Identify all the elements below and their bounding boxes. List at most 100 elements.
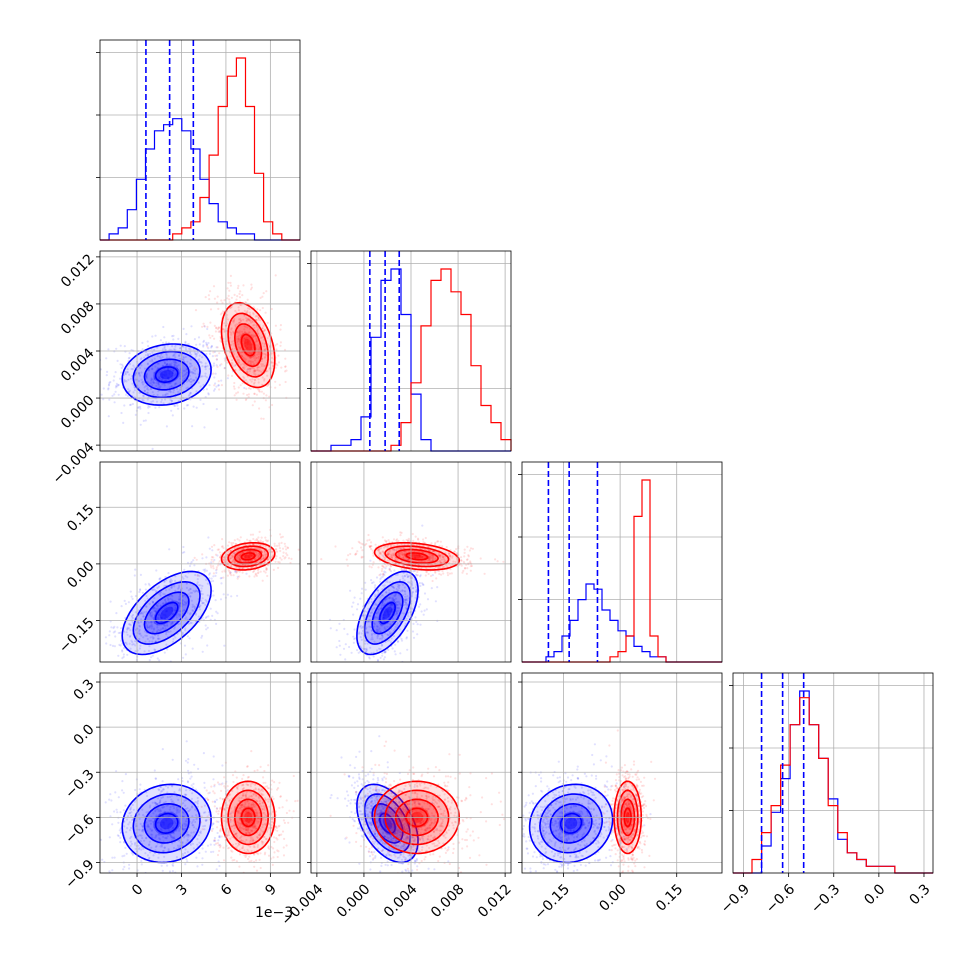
scatter-point (453, 550, 456, 553)
scatter-point (392, 586, 395, 589)
scatter-point (386, 625, 389, 628)
scatter-point (189, 352, 192, 355)
scatter-point (161, 821, 164, 824)
scatter-point (369, 559, 372, 562)
scatter-point (221, 310, 224, 313)
scatter-point (166, 804, 169, 807)
scatter-point (191, 792, 194, 795)
scatter-point (249, 360, 252, 363)
scatter-point (415, 590, 418, 594)
scatter-point (420, 610, 423, 613)
scatter-point (246, 371, 249, 374)
scatter-point (370, 611, 373, 614)
scatter-point (426, 598, 430, 601)
scatter-point (120, 411, 123, 415)
scatter-point (238, 554, 241, 558)
scatter-point (164, 627, 167, 630)
scatter-panel-2-1 (320, 524, 505, 662)
scatter-point (389, 610, 392, 613)
scatter-point (400, 568, 403, 571)
scatter-point (165, 633, 168, 636)
scatter-point (221, 570, 224, 573)
scatter-point (160, 616, 164, 620)
scatter-point (125, 631, 128, 634)
scatter-point (460, 556, 463, 559)
scatter-point (414, 556, 417, 559)
scatter-point (255, 356, 258, 359)
scatter-point (201, 847, 204, 850)
scatter-point (282, 555, 285, 558)
scatter-point (387, 610, 390, 613)
scatter-point (390, 585, 394, 588)
scatter-point (434, 557, 437, 561)
scatter-point (212, 389, 216, 392)
scatter-point (213, 376, 216, 379)
scatter-point (142, 847, 145, 850)
scatter-point (371, 581, 374, 585)
scatter-point (181, 603, 184, 606)
scatter-point (178, 615, 181, 618)
scatter-point (395, 610, 398, 613)
scatter-point (156, 586, 159, 590)
scatter-point (171, 622, 174, 625)
scatter-point (152, 812, 155, 815)
scatter-point (231, 555, 234, 558)
scatter-point (469, 569, 472, 572)
scatter-point (395, 609, 398, 612)
scatter-point (238, 554, 242, 557)
scatter-point (148, 584, 151, 587)
scatter-point (202, 574, 205, 577)
scatter-point (207, 392, 210, 395)
scatter-point (215, 571, 218, 575)
scatter-point (204, 616, 207, 620)
scatter-point (195, 406, 198, 409)
scatter-point (243, 342, 246, 345)
scatter-point (120, 371, 123, 374)
scatter-point (404, 595, 407, 598)
scatter-point (249, 553, 252, 557)
scatter-point (179, 844, 182, 847)
scatter-point (212, 822, 215, 826)
scatter-point (166, 376, 169, 380)
scatter-point (247, 557, 250, 560)
scatter-point (193, 379, 196, 382)
scatter-point (377, 549, 380, 552)
scatter-point (467, 554, 470, 557)
scatter-point (238, 321, 242, 324)
scatter-point (166, 392, 169, 395)
scatter-point (373, 622, 376, 626)
scatter-point (146, 626, 149, 629)
scatter-point (202, 340, 205, 343)
scatter-point (229, 355, 232, 358)
scatter-point (210, 345, 213, 348)
scatter-point (434, 570, 437, 573)
scatter-point (161, 850, 165, 853)
scatter-point (176, 365, 179, 368)
scatter-point (390, 564, 393, 567)
scatter-point (230, 595, 233, 598)
scatter-point (411, 553, 414, 556)
scatter-point (130, 806, 133, 809)
scatter-point (466, 567, 469, 570)
scatter-point (177, 354, 181, 357)
scatter-point (165, 352, 168, 355)
scatter-point (286, 554, 289, 557)
scatter-point (254, 315, 257, 318)
scatter-point (377, 634, 380, 637)
scatter-point (126, 627, 129, 630)
scatter-point (347, 554, 350, 557)
scatter-point (145, 376, 148, 379)
scatter-point (173, 585, 176, 588)
scatter-point (405, 602, 408, 606)
scatter-point (154, 845, 157, 849)
scatter-point (198, 851, 201, 855)
scatter-point (104, 636, 107, 639)
scatter-point (173, 837, 176, 841)
scatter-point (407, 574, 410, 577)
scatter-point (119, 363, 122, 366)
scatter-point (170, 362, 173, 365)
scatter-point (130, 348, 133, 352)
scatter-point (261, 306, 264, 310)
scatter-point (151, 625, 154, 628)
scatter-point (131, 853, 134, 856)
